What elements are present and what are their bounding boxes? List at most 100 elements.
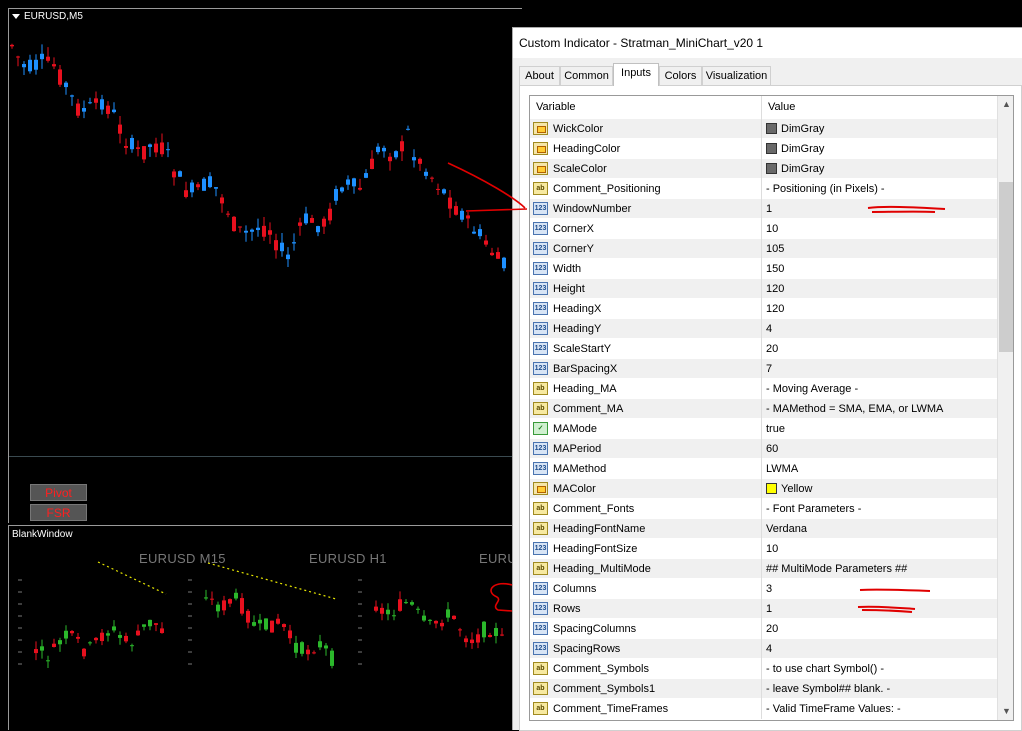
column-header-value[interactable]: Value <box>768 101 796 113</box>
input-row-scalestarty[interactable]: 123 ScaleStartY 20 <box>530 339 997 359</box>
tab-about[interactable]: About <box>519 66 560 85</box>
value-cell[interactable]: 1 <box>762 599 997 619</box>
input-row-headingfontsize[interactable]: 123 HeadingFontSize 10 <box>530 539 997 559</box>
mini-candle-body <box>282 624 286 628</box>
mini-candle-body <box>494 628 498 636</box>
input-row-width[interactable]: 123 Width 150 <box>530 259 997 279</box>
value-text: 20 <box>766 343 779 355</box>
input-row-scalecolor[interactable]: ScaleColor DimGray <box>530 159 997 179</box>
input-row-comment-ma[interactable]: ab Comment_MA - MAMethod = SMA, EMA, or L… <box>530 399 997 419</box>
input-row-spacingrows[interactable]: 123 SpacingRows 4 <box>530 639 997 659</box>
chart-symbol-text: EURUSD,M5 <box>24 11 83 22</box>
mini-candle-body <box>452 615 456 619</box>
value-cell[interactable]: - Moving Average - <box>762 379 997 399</box>
value-cell[interactable]: 120 <box>762 299 997 319</box>
value-cell[interactable]: - Valid TimeFrame Values: - <box>762 699 997 719</box>
value-cell[interactable]: DimGray <box>762 139 997 159</box>
input-row-headingy[interactable]: 123 HeadingY 4 <box>530 319 997 339</box>
value-cell[interactable]: 150 <box>762 259 997 279</box>
main-candle-body <box>292 242 296 244</box>
input-row-heading-multimode[interactable]: ab Heading_MultiMode ## MultiMode Paramete… <box>530 559 997 579</box>
value-cell[interactable]: 20 <box>762 339 997 359</box>
value-cell[interactable]: - MAMethod = SMA, EMA, or LWMA <box>762 399 997 419</box>
input-row-comment-symbols[interactable]: ab Comment_Symbols - to use chart Symbol(… <box>530 659 997 679</box>
value-text: LWMA <box>766 463 799 475</box>
value-cell[interactable]: - Positioning (in Pixels) - <box>762 179 997 199</box>
value-cell[interactable]: - Font Parameters - <box>762 499 997 519</box>
input-row-headingcolor[interactable]: HeadingColor DimGray <box>530 139 997 159</box>
value-cell[interactable]: - to use chart Symbol() - <box>762 659 997 679</box>
value-cell[interactable]: 10 <box>762 539 997 559</box>
main-candle-body <box>268 230 272 235</box>
input-row-cornery[interactable]: 123 CornerY 105 <box>530 239 997 259</box>
blank-window-subchart[interactable] <box>8 525 514 730</box>
scroll-up-arrow-icon[interactable]: ▲ <box>1002 99 1011 109</box>
input-row-height[interactable]: 123 Height 120 <box>530 279 997 299</box>
input-row-macolor[interactable]: MAColor Yellow <box>530 479 997 499</box>
number-type-icon: 123 <box>533 462 548 475</box>
value-cell[interactable]: LWMA <box>762 459 997 479</box>
dropdown-triangle-icon[interactable] <box>12 13 20 19</box>
fsr-button[interactable]: FSR <box>30 504 87 521</box>
main-chart-window[interactable] <box>0 0 522 523</box>
column-header-variable[interactable]: Variable <box>530 96 762 119</box>
value-cell[interactable]: 7 <box>762 359 997 379</box>
input-row-columns[interactable]: 123 Columns 3 <box>530 579 997 599</box>
vertical-scrollbar[interactable]: ▲ ▼ <box>997 96 1013 720</box>
main-candle-body <box>274 240 278 251</box>
scrollbar-thumb[interactable] <box>999 182 1013 352</box>
input-row-barspacingx[interactable]: 123 BarSpacingX 7 <box>530 359 997 379</box>
value-cell[interactable]: 1 <box>762 199 997 219</box>
value-cell[interactable]: 3 <box>762 579 997 599</box>
main-candle-body <box>502 257 506 269</box>
input-row-windownumber[interactable]: 123 WindowNumber 1 <box>530 199 997 219</box>
value-cell[interactable]: 60 <box>762 439 997 459</box>
pivot-button[interactable]: Pivot <box>30 484 87 501</box>
input-row-comment-fonts[interactable]: ab Comment_Fonts - Font Parameters - <box>530 499 997 519</box>
main-candle-body <box>322 218 326 227</box>
variable-cell: 123 Height <box>530 279 762 299</box>
main-candle-body <box>52 64 56 67</box>
tab-colors[interactable]: Colors <box>659 66 702 85</box>
input-row-mamethod[interactable]: 123 MAMethod LWMA <box>530 459 997 479</box>
value-cell[interactable]: 4 <box>762 319 997 339</box>
input-row-spacingcolumns[interactable]: 123 SpacingColumns 20 <box>530 619 997 639</box>
scroll-down-arrow-icon[interactable]: ▼ <box>1002 706 1011 716</box>
mini-candle-body <box>288 630 292 639</box>
main-candle-body <box>40 53 44 60</box>
input-row-headingx[interactable]: 123 HeadingX 120 <box>530 299 997 319</box>
value-cell[interactable]: ## MultiMode Parameters ## <box>762 559 997 579</box>
value-cell[interactable]: 120 <box>762 279 997 299</box>
value-cell[interactable]: 105 <box>762 239 997 259</box>
value-cell[interactable]: true <box>762 419 997 439</box>
input-row-cornerx[interactable]: 123 CornerX 10 <box>530 219 997 239</box>
input-row-heading-ma[interactable]: ab Heading_MA - Moving Average - <box>530 379 997 399</box>
value-cell[interactable]: DimGray <box>762 119 997 139</box>
input-row-comment-positioning[interactable]: ab Comment_Positioning - Positioning (in … <box>530 179 997 199</box>
ma-line-m15 <box>97 561 167 595</box>
input-row-headingfontname[interactable]: ab HeadingFontName Verdana <box>530 519 997 539</box>
value-cell[interactable]: 20 <box>762 619 997 639</box>
value-cell[interactable]: 10 <box>762 219 997 239</box>
value-cell[interactable]: Yellow <box>762 479 997 499</box>
value-text: true <box>766 423 785 435</box>
input-row-mamode[interactable]: ✓ MAMode true <box>530 419 997 439</box>
tab-inputs[interactable]: Inputs <box>613 63 659 86</box>
mini-candle-body <box>136 630 140 636</box>
input-row-comment-timeframes[interactable]: ab Comment_TimeFrames - Valid TimeFrame V… <box>530 699 997 719</box>
tab-visualization[interactable]: Visualization <box>702 66 771 85</box>
input-row-maperiod[interactable]: 123 MAPeriod 60 <box>530 439 997 459</box>
value-cell[interactable]: - leave Symbol## blank. - <box>762 679 997 699</box>
main-candle-body <box>496 252 500 259</box>
color-type-icon <box>533 162 548 175</box>
input-row-rows[interactable]: 123 Rows 1 <box>530 599 997 619</box>
value-cell[interactable]: 4 <box>762 639 997 659</box>
inputs-grid: Variable Value WickColor DimGray HeadingCo… <box>529 95 1014 721</box>
input-row-wickcolor[interactable]: WickColor DimGray <box>530 119 997 139</box>
input-row-comment-symbols1[interactable]: ab Comment_Symbols1 - leave Symbol## blan… <box>530 679 997 699</box>
value-cell[interactable]: Verdana <box>762 519 997 539</box>
main-candle-body <box>214 187 218 189</box>
tab-common[interactable]: Common <box>560 66 613 85</box>
main-candle-body <box>436 188 440 190</box>
value-cell[interactable]: DimGray <box>762 159 997 179</box>
